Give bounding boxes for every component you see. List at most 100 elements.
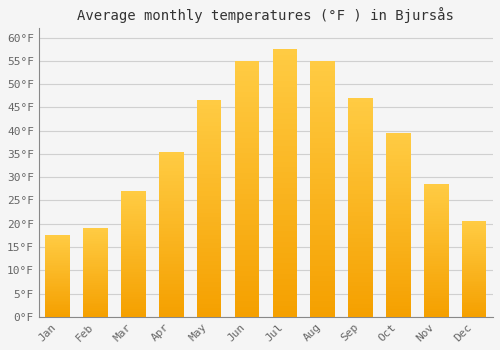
Bar (197, 144, 222, 148)
Bar (386, 284, 410, 287)
Bar (46, 248, 70, 250)
Bar (46, 265, 70, 266)
Bar (197, 204, 222, 209)
Bar (46, 299, 70, 301)
Bar (424, 248, 448, 251)
Bar (310, 138, 335, 143)
Bar (84, 258, 108, 260)
Bar (272, 199, 297, 204)
Bar (272, 55, 297, 60)
Bar (121, 264, 146, 267)
Bar (386, 229, 410, 232)
Bar (424, 301, 448, 303)
Bar (462, 225, 486, 227)
Bar (121, 244, 146, 246)
Bar (197, 109, 222, 113)
Bar (234, 307, 260, 312)
Bar (310, 117, 335, 122)
Bar (84, 250, 108, 251)
Bar (310, 281, 335, 286)
Bar (272, 263, 297, 269)
Bar (121, 214, 146, 216)
Bar (386, 170, 410, 173)
Bar (424, 290, 448, 293)
Bar (197, 313, 222, 317)
Bar (348, 190, 373, 194)
Bar (386, 302, 410, 306)
Bar (234, 122, 260, 127)
Bar (462, 246, 486, 248)
Bar (462, 222, 486, 223)
Bar (462, 288, 486, 290)
Bar (84, 234, 108, 236)
Bar (386, 181, 410, 184)
Bar (386, 306, 410, 309)
Bar (424, 187, 448, 189)
Bar (310, 271, 335, 276)
Bar (159, 172, 184, 175)
Bar (424, 293, 448, 296)
Bar (386, 159, 410, 162)
Bar (197, 105, 222, 109)
Bar (46, 315, 70, 317)
Bar (46, 278, 70, 279)
Bar (310, 178, 335, 184)
Bar (386, 173, 410, 177)
Bar (46, 306, 70, 307)
Bar (234, 61, 260, 66)
Bar (159, 211, 184, 214)
Bar (462, 296, 486, 298)
Bar (84, 244, 108, 246)
Bar (84, 298, 108, 299)
Bar (84, 299, 108, 301)
Bar (462, 311, 486, 313)
Bar (272, 183, 297, 188)
Bar (462, 267, 486, 269)
Bar (272, 156, 297, 162)
Bar (348, 194, 373, 199)
Bar (46, 247, 70, 248)
Bar (424, 184, 448, 187)
Bar (310, 92, 335, 97)
Bar (234, 158, 260, 163)
Bar (462, 279, 486, 281)
Bar (272, 253, 297, 258)
Bar (159, 274, 184, 277)
Bar (310, 250, 335, 256)
Bar (462, 281, 486, 282)
Bar (159, 165, 184, 168)
Bar (197, 308, 222, 313)
Bar (46, 252, 70, 253)
Bar (462, 244, 486, 246)
Bar (46, 294, 70, 296)
Bar (84, 276, 108, 278)
Bar (121, 246, 146, 249)
Bar (386, 262, 410, 265)
Bar (424, 264, 448, 266)
Bar (424, 221, 448, 224)
Bar (462, 269, 486, 271)
Bar (234, 76, 260, 81)
Bar (424, 240, 448, 243)
Bar (348, 299, 373, 304)
Bar (121, 201, 146, 204)
Bar (272, 81, 297, 87)
Bar (348, 177, 373, 181)
Bar (46, 279, 70, 281)
Bar (159, 155, 184, 158)
Bar (84, 269, 108, 271)
Bar (424, 269, 448, 272)
Bar (348, 164, 373, 168)
Bar (462, 305, 486, 307)
Bar (197, 222, 222, 226)
Bar (197, 178, 222, 183)
Bar (84, 230, 108, 232)
Bar (348, 129, 373, 133)
Bar (462, 300, 486, 302)
Bar (159, 300, 184, 303)
Bar (46, 304, 70, 306)
Bar (159, 152, 184, 155)
Bar (424, 200, 448, 203)
Bar (424, 303, 448, 306)
Bar (121, 221, 146, 224)
